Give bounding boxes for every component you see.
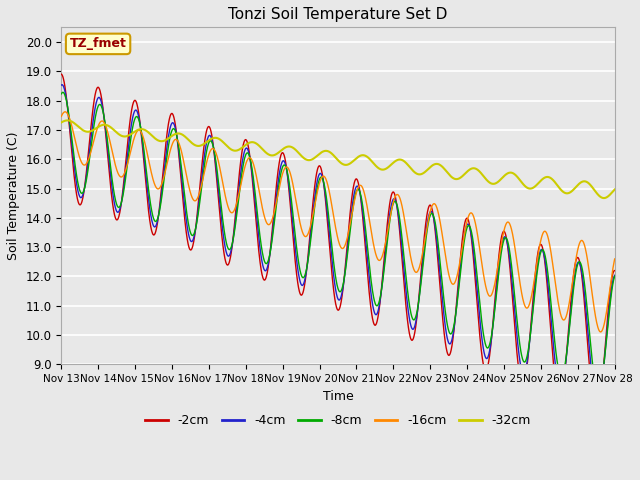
Text: TZ_fmet: TZ_fmet bbox=[70, 37, 127, 50]
Legend: -2cm, -4cm, -8cm, -16cm, -32cm: -2cm, -4cm, -8cm, -16cm, -32cm bbox=[140, 409, 536, 432]
Y-axis label: Soil Temperature (C): Soil Temperature (C) bbox=[7, 132, 20, 260]
X-axis label: Time: Time bbox=[323, 390, 353, 403]
Title: Tonzi Soil Temperature Set D: Tonzi Soil Temperature Set D bbox=[228, 7, 448, 22]
